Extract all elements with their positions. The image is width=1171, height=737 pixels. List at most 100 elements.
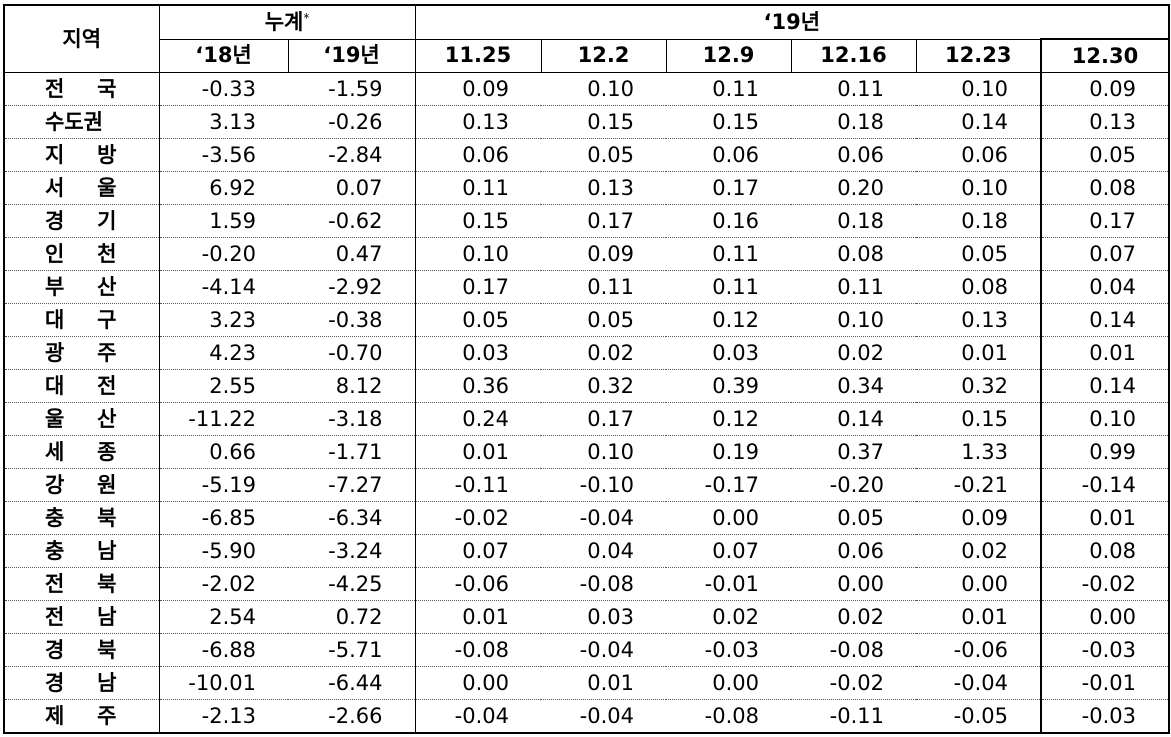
value-cell: 0.32 — [541, 369, 667, 403]
table-row: 충 남 -5.90 -3.24 0.07 0.04 0.07 0.06 0.02 0.08 — [4, 534, 1171, 568]
table-body: 전 국 -0.33 -1.59 0.09 0.10 0.11 0.11 0.10 0.09 수도권… — [4, 72, 1171, 734]
header-row: 지역 누계* ‘19년 — [3, 4, 1170, 73]
value-cell: 0.10 — [414, 237, 542, 271]
value-cell: 0.08 — [1040, 534, 1171, 568]
table-row: 충 북 -6.85 -6.34 -0.02 -0.04 0.00 0.05 0.09 0.01 — [4, 501, 1171, 535]
region-cell: 충 북 — [4, 501, 160, 535]
table-row: 전 남 2.54 0.72 0.01 0.03 0.02 0.02 0.01 0.00 — [4, 600, 1171, 634]
value-cell: -6.34 — [288, 501, 416, 535]
value-cell: 0.72 — [288, 600, 416, 634]
value-cell: 0.00 — [666, 666, 792, 700]
value-cell: 0.08 — [916, 270, 1042, 304]
value-cell: 0.05 — [791, 501, 917, 535]
value-cell: 0.06 — [791, 138, 917, 172]
value-cell: 0.16 — [666, 204, 792, 238]
value-cell: 0.14 — [1040, 369, 1171, 403]
value-cell: 0.01 — [414, 435, 542, 469]
value-cell: 0.47 — [288, 237, 416, 271]
value-cell: 0.01 — [1040, 501, 1171, 535]
value-cell: 0.07 — [414, 534, 542, 568]
value-cell: -2.02 — [159, 567, 288, 601]
value-cell: -0.08 — [791, 633, 917, 667]
value-cell: 0.10 — [541, 72, 667, 106]
value-cell: -0.10 — [541, 468, 667, 502]
value-cell: -0.04 — [541, 699, 667, 734]
value-cell: 1.59 — [159, 204, 288, 238]
value-cell: -0.33 — [159, 72, 288, 106]
value-cell: -1.59 — [288, 72, 416, 106]
value-cell: 0.05 — [541, 138, 667, 172]
value-cell: 0.15 — [414, 204, 542, 238]
value-cell: -0.08 — [414, 633, 542, 667]
value-cell: 0.10 — [916, 171, 1042, 205]
value-cell: -0.26 — [288, 105, 416, 139]
region-cell: 수도권 — [4, 105, 160, 139]
column-header: ‘19년 — [287, 38, 416, 73]
column-header: 12.23 — [915, 38, 1042, 73]
value-cell: 0.08 — [791, 237, 917, 271]
table-row: 대 구 3.23 -0.38 0.05 0.05 0.12 0.10 0.13 0.14 — [4, 303, 1171, 337]
value-cell: -6.85 — [159, 501, 288, 535]
value-cell: -0.21 — [916, 468, 1042, 502]
value-cell: 0.17 — [666, 171, 792, 205]
table-row: 인 천 -0.20 0.47 0.10 0.09 0.11 0.08 0.05 0.07 — [4, 237, 1171, 271]
value-cell: 0.34 — [791, 369, 917, 403]
region-cell: 부 산 — [4, 270, 160, 304]
value-cell: 0.03 — [541, 600, 667, 634]
value-cell: 0.12 — [666, 402, 792, 436]
value-cell: 0.09 — [541, 237, 667, 271]
value-cell: 3.13 — [159, 105, 288, 139]
value-cell: 0.06 — [414, 138, 542, 172]
region-cell: 전 북 — [4, 567, 160, 601]
value-cell: 0.18 — [791, 105, 917, 139]
value-cell: 0.11 — [414, 171, 542, 205]
value-cell: -0.01 — [666, 567, 792, 601]
value-cell: 0.09 — [1040, 72, 1171, 106]
value-cell: -0.38 — [288, 303, 416, 337]
value-cell: 0.06 — [791, 534, 917, 568]
value-cell: 0.19 — [666, 435, 792, 469]
value-cell: 0.10 — [791, 303, 917, 337]
cumulative-label: 누계 — [264, 9, 304, 34]
region-cell: 경 기 — [4, 204, 160, 238]
region-cell: 강 원 — [4, 468, 160, 502]
header-row: ‘18년 ‘19년 11.25 12.2 12.9 12.16 12.23 12.30 — [4, 38, 1171, 73]
value-cell: -5.71 — [288, 633, 416, 667]
value-cell: -0.11 — [414, 468, 542, 502]
table-row: 전 북 -2.02 -4.25 -0.06 -0.08 -0.01 0.00 0.00 -0.0… — [4, 567, 1171, 601]
value-cell: -0.70 — [288, 336, 416, 370]
table-row: 경 남 -10.01 -6.44 0.00 0.01 0.00 -0.02 -0.04 -0.0… — [4, 666, 1171, 700]
column-header: 12.16 — [790, 38, 917, 73]
table-row: 대 전 2.55 8.12 0.36 0.32 0.39 0.34 0.32 0.14 — [4, 369, 1171, 403]
value-cell: -0.06 — [916, 633, 1042, 667]
value-cell: 0.66 — [159, 435, 288, 469]
value-cell: 0.06 — [916, 138, 1042, 172]
value-cell: -0.02 — [414, 501, 542, 535]
value-cell: 6.92 — [159, 171, 288, 205]
value-cell: 0.11 — [791, 270, 917, 304]
column-header: 11.25 — [414, 38, 542, 73]
value-cell: -5.90 — [159, 534, 288, 568]
value-cell: -2.92 — [288, 270, 416, 304]
value-cell: 0.15 — [541, 105, 667, 139]
value-cell: -5.19 — [159, 468, 288, 502]
value-cell: 0.07 — [288, 171, 416, 205]
value-cell: -1.71 — [288, 435, 416, 469]
column-header: 12.30 — [1040, 38, 1171, 73]
value-cell: 0.01 — [916, 336, 1042, 370]
region-cell: 전 국 — [4, 72, 160, 106]
region-cell: 울 산 — [4, 402, 160, 436]
value-cell: 0.13 — [541, 171, 667, 205]
table-row: 경 기 1.59 -0.62 0.15 0.17 0.16 0.18 0.18 0.17 — [4, 204, 1171, 238]
table-row: 강 원 -5.19 -7.27 -0.11 -0.10 -0.17 -0.20 -0.21 -0… — [4, 468, 1171, 502]
value-cell: 0.15 — [916, 402, 1042, 436]
region-cell: 인 천 — [4, 237, 160, 271]
value-cell: 0.04 — [541, 534, 667, 568]
region-cell: 광 주 — [4, 336, 160, 370]
value-cell: 0.01 — [1040, 336, 1171, 370]
value-cell: 0.07 — [666, 534, 792, 568]
value-cell: 0.99 — [1040, 435, 1171, 469]
value-cell: 0.00 — [791, 567, 917, 601]
table-row: 수도권 3.13 -0.26 0.13 0.15 0.15 0.18 0.14 0.13 — [4, 105, 1171, 139]
